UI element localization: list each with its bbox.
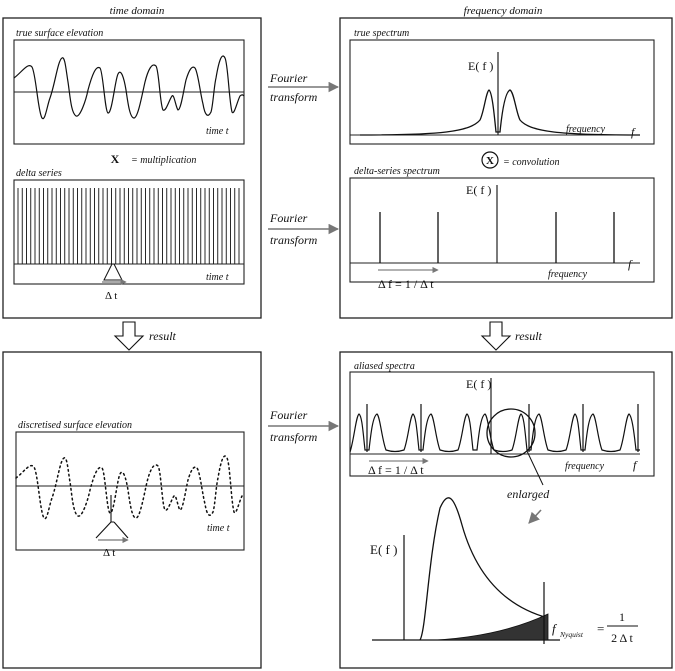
true-surface-axis-label: time t — [206, 126, 229, 137]
true-spectrum-panel: true spectrum E( f ) frequency f — [349, 28, 655, 145]
delta-series-title: delta series — [16, 168, 62, 179]
fourier-2-line2: transform — [270, 233, 318, 247]
fourier-1-line1: Fourier — [269, 71, 308, 85]
nyquist-symbol: f — [552, 621, 558, 636]
result-arrow-right: result — [480, 321, 543, 351]
true-spectrum-axis-label: frequency — [566, 124, 606, 135]
discretised-frame — [2, 351, 262, 669]
multiplication-symbol: X — [111, 152, 120, 166]
inset-ef-label: E( f ) — [370, 542, 397, 557]
multiplication-label: = multiplication — [131, 155, 196, 166]
inset-aliased-tail — [435, 613, 549, 641]
aliased-axis-label: frequency — [565, 461, 605, 472]
delta-spacing-label: Δ t — [105, 290, 117, 302]
frequency-domain-header: frequency domain — [464, 5, 543, 17]
delta-spectrum-spikes — [379, 212, 615, 263]
multiplication-operator: X = multiplication — [111, 152, 197, 166]
fourier-arrow-1: Fourier transform — [268, 71, 340, 104]
true-spectrum-f-symbol: f — [631, 125, 636, 139]
aliasing-highlight-circle — [486, 408, 536, 458]
true-spectrum-title: true spectrum — [354, 28, 409, 39]
aliased-ef-label: E( f ) — [466, 377, 491, 391]
aliased-spectra-curve — [349, 413, 640, 453]
delta-spacing-marker — [103, 263, 123, 281]
fourier-arrow-2: Fourier transform — [268, 211, 340, 247]
delta-spectrum-f-symbol: f — [628, 257, 633, 271]
delta-spectrum-axis-label: frequency — [548, 269, 588, 280]
nyquist-equals: = — [597, 621, 604, 636]
delta-spectrum-panel: delta-series spectrum E( f ) frequency f… — [349, 166, 655, 291]
discretised-panel: discretised surface elevation Δ t time t — [15, 420, 245, 559]
inset-spectrum-curve — [419, 497, 549, 641]
aliased-title: aliased spectra — [354, 361, 415, 372]
discretised-title: discretised surface elevation — [18, 420, 132, 431]
delta-spectrum-ef-label: E( f ) — [466, 183, 491, 197]
true-surface-panel: true surface elevation time t — [13, 28, 245, 145]
discretised-axis-label: time t — [207, 523, 230, 534]
delta-series-axis-label: time t — [206, 272, 229, 283]
result-arrow-left: result — [113, 321, 177, 351]
true-spectrum-curve — [359, 89, 641, 136]
enlarged-label: enlarged — [507, 487, 550, 501]
nyquist-denominator: 2 Δ t — [611, 631, 633, 645]
fourier-2-line1: Fourier — [269, 211, 308, 225]
frequency-domain-frame — [339, 17, 673, 319]
convolution-label: = convolution — [503, 157, 559, 168]
discretised-spacing-marker — [95, 521, 129, 539]
enlarged-arrow — [528, 509, 542, 524]
nyquist-subscript: Nyquist — [559, 630, 584, 639]
true-spectrum-ef-label: E( f ) — [468, 59, 493, 73]
aliased-panel: aliased spectra E( f ) Δ f = 1 / Δ t fre… — [349, 361, 655, 645]
fourier-3-line1: Fourier — [269, 408, 308, 422]
true-surface-title: true surface elevation — [16, 28, 103, 39]
enlarged-connector — [526, 450, 544, 486]
fourier-arrow-3: Fourier transform — [268, 408, 340, 444]
convolution-symbol: X — [486, 155, 494, 167]
discretised-spacing-label: Δ t — [103, 547, 115, 559]
result-right-label: result — [515, 329, 543, 343]
aliased-spacing-label: Δ f = 1 / Δ t — [368, 463, 424, 477]
delta-spectrum-spacing-label: Δ f = 1 / Δ t — [378, 277, 434, 291]
convolution-operator: X = convolution — [481, 151, 559, 169]
time-domain-header: time domain — [110, 5, 165, 17]
delta-comb — [17, 188, 240, 264]
nyquist-numerator: 1 — [619, 610, 625, 624]
nyquist-formula: f Nyquist = 1 2 Δ t — [552, 610, 638, 645]
aliased-frame — [339, 351, 673, 669]
fourier-3-line2: transform — [270, 430, 318, 444]
fourier-1-line2: transform — [270, 90, 318, 104]
aliased-spikes — [366, 404, 639, 452]
aliased-f-symbol: f — [633, 458, 638, 472]
delta-series-panel: delta series Δ t time t — [13, 168, 245, 302]
discretised-wave-curve — [15, 455, 243, 520]
time-domain-frame — [2, 17, 262, 319]
surface-wave-curve — [13, 55, 245, 120]
delta-spectrum-title: delta-series spectrum — [354, 166, 440, 177]
result-left-label: result — [149, 329, 177, 343]
